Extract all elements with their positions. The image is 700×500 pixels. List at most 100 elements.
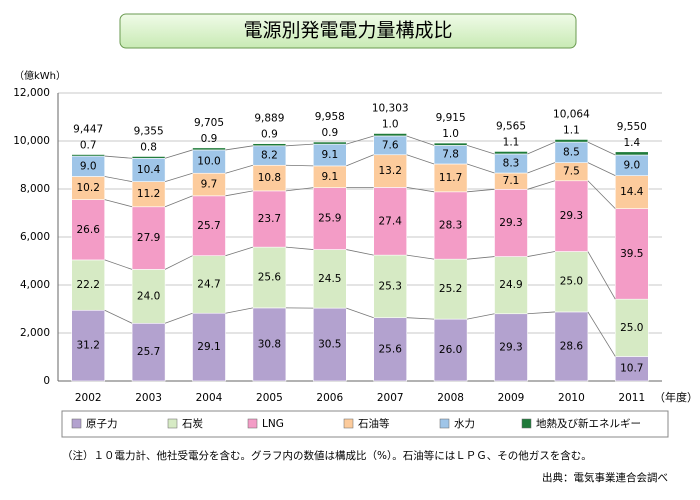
y-tick-label: 0 bbox=[43, 375, 50, 387]
connector bbox=[466, 163, 495, 174]
legend-swatch bbox=[71, 418, 82, 429]
x-tick-label: 2003 bbox=[135, 392, 162, 404]
data-label: 25.9 bbox=[318, 213, 341, 225]
data-label: 1.1 bbox=[503, 136, 520, 148]
y-tick-label: 8,000 bbox=[20, 183, 50, 195]
data-label: 7.1 bbox=[503, 175, 520, 187]
title-box bbox=[119, 13, 577, 49]
connector bbox=[225, 307, 253, 314]
total-label: 9,550 bbox=[617, 121, 647, 133]
connector bbox=[285, 246, 314, 250]
bar-segment bbox=[554, 311, 589, 382]
bar-segment bbox=[192, 147, 226, 151]
bar-segment bbox=[192, 255, 226, 314]
connector bbox=[467, 188, 495, 193]
data-label: 10.0 bbox=[197, 156, 220, 168]
data-label: 25.7 bbox=[137, 346, 160, 358]
bar-segment bbox=[71, 154, 105, 157]
bar-segment bbox=[131, 322, 166, 382]
note: （注）１０電力計、他社受電分を含む。グラフ内の数値は構成比（%）。石油等にはＬＰ… bbox=[62, 449, 592, 462]
bar-segment bbox=[192, 312, 226, 382]
data-label: 10.2 bbox=[77, 182, 100, 194]
y-tick-label: 4,000 bbox=[20, 279, 50, 291]
connector bbox=[527, 141, 556, 155]
connector bbox=[104, 309, 133, 324]
connector bbox=[164, 195, 193, 208]
data-label: 30.5 bbox=[318, 339, 341, 351]
legend-swatch bbox=[521, 418, 532, 429]
data-label: 24.9 bbox=[499, 279, 522, 291]
data-label: 30.8 bbox=[258, 338, 281, 350]
bar-segment bbox=[554, 180, 589, 252]
x-axis-label: （年度） bbox=[654, 390, 698, 404]
bar-segment bbox=[252, 246, 287, 309]
x-tick-label: 2009 bbox=[498, 392, 525, 404]
bar-segment bbox=[192, 195, 226, 256]
bar-segment bbox=[252, 164, 287, 192]
data-label: 1.0 bbox=[442, 128, 459, 140]
x-tick-label: 2007 bbox=[377, 392, 404, 404]
bar-segment bbox=[433, 163, 468, 193]
connector bbox=[346, 249, 374, 256]
x-tick-label: 2002 bbox=[75, 392, 102, 404]
data-label: 1.0 bbox=[382, 118, 399, 130]
legend-label: 原子力 bbox=[86, 417, 118, 430]
data-label: 10.7 bbox=[620, 363, 643, 375]
connector bbox=[406, 135, 435, 146]
total-label: 9,447 bbox=[73, 123, 103, 135]
x-tick-label: 2005 bbox=[256, 392, 283, 404]
bar-segment bbox=[614, 298, 649, 357]
connector bbox=[346, 154, 374, 167]
connector bbox=[225, 246, 254, 257]
data-label: 31.2 bbox=[77, 340, 100, 352]
y-tick-label: 12,000 bbox=[13, 87, 50, 99]
data-label: 29.3 bbox=[560, 210, 583, 222]
bar-segment bbox=[373, 133, 408, 137]
data-label: 1.1 bbox=[563, 124, 580, 136]
data-label: 26.6 bbox=[77, 224, 101, 236]
data-label: 22.2 bbox=[77, 279, 100, 291]
data-label: 7.6 bbox=[382, 139, 399, 151]
data-label: 26.0 bbox=[439, 344, 462, 356]
connector bbox=[285, 164, 314, 167]
connector bbox=[285, 187, 314, 192]
data-label: 9.0 bbox=[623, 159, 640, 171]
connector bbox=[587, 141, 616, 156]
total-label: 9,355 bbox=[134, 125, 164, 137]
data-label: 9.1 bbox=[321, 171, 338, 183]
bar-segment bbox=[554, 251, 589, 313]
data-label: 25.0 bbox=[620, 322, 643, 334]
connector bbox=[285, 143, 314, 147]
connector bbox=[164, 255, 193, 270]
bar-segment bbox=[614, 151, 649, 156]
legend-swatch bbox=[247, 418, 258, 429]
data-label: 14.4 bbox=[620, 186, 644, 198]
data-label: 9.7 bbox=[201, 179, 218, 191]
connector bbox=[406, 254, 435, 260]
data-label: 25.3 bbox=[379, 280, 402, 292]
data-label: 24.5 bbox=[318, 273, 341, 285]
data-label: 1.4 bbox=[623, 137, 640, 149]
data-label: 9.1 bbox=[321, 149, 338, 161]
bar-segment bbox=[614, 175, 649, 209]
x-tick-label: 2004 bbox=[196, 392, 223, 404]
bar-segment bbox=[614, 356, 649, 382]
data-label: 10.8 bbox=[258, 172, 281, 184]
total-label: 9,705 bbox=[194, 117, 224, 129]
data-label: 25.2 bbox=[439, 283, 462, 295]
connector bbox=[225, 190, 253, 197]
data-label: 25.7 bbox=[197, 220, 220, 232]
bar-segment bbox=[131, 156, 166, 159]
data-label: 29.3 bbox=[499, 217, 522, 229]
data-label: 27.4 bbox=[379, 215, 403, 227]
bar-segment bbox=[494, 189, 528, 257]
connector bbox=[164, 149, 193, 159]
connector bbox=[104, 259, 133, 270]
connector bbox=[467, 256, 495, 260]
chart-title: 電源別発電電力量構成比 bbox=[243, 20, 452, 42]
connector bbox=[406, 186, 435, 193]
y-tick-label: 2,000 bbox=[20, 327, 50, 339]
connector bbox=[587, 311, 616, 357]
connector bbox=[406, 317, 435, 320]
